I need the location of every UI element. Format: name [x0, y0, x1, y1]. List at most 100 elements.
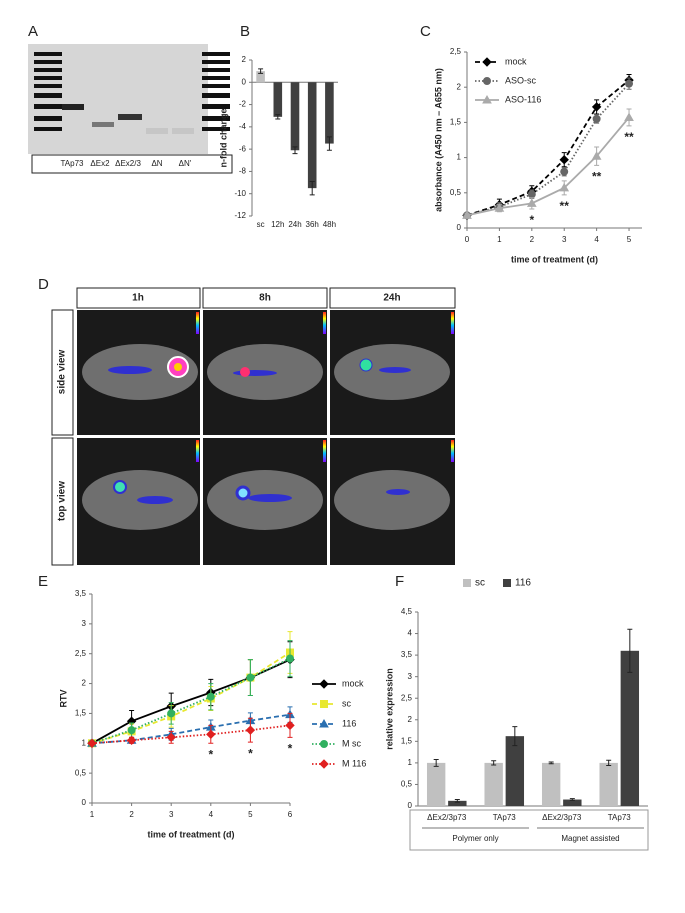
error-bar: [433, 758, 439, 767]
point: [559, 182, 570, 192]
y-axis-label: absorbance (A450 nm – A655 nm): [433, 68, 443, 212]
category-box: [409, 809, 649, 851]
bar: [307, 82, 317, 189]
x-tick-label: 4: [594, 235, 599, 244]
y-tick-label: 2,5: [401, 693, 413, 702]
time-header: 24h: [383, 293, 400, 304]
point: [494, 203, 505, 212]
y-tick-label: -10: [234, 189, 246, 198]
panel-letter: A: [28, 23, 38, 40]
y-tick-label: 3,5: [75, 589, 87, 598]
x-axis-label: time of treatment (d): [147, 829, 234, 839]
point: [591, 151, 602, 160]
legend-label: mock: [505, 56, 527, 66]
error-bar: [309, 180, 315, 196]
bar: [620, 650, 640, 806]
y-tick-label: 2: [82, 679, 87, 688]
error-bar: [326, 136, 332, 151]
point: [462, 210, 472, 219]
y-tick-label: 2,5: [75, 649, 87, 658]
error-bar: [292, 146, 298, 155]
x-tick-label: 12h: [271, 220, 284, 229]
gel-lane-label: ΔN: [151, 159, 162, 168]
group-label: Polymer only: [452, 834, 498, 843]
point: [285, 720, 295, 731]
panel-letter: F: [395, 573, 404, 590]
legend-marker: [482, 94, 492, 104]
point: [245, 725, 256, 735]
legend-label: sc: [342, 698, 352, 708]
y-tick-label: -4: [239, 122, 247, 131]
series-line: [91, 713, 291, 745]
panel-letter: C: [420, 23, 431, 40]
point: [591, 102, 602, 112]
error-bar: [606, 759, 612, 766]
point: [246, 673, 255, 682]
legend-label: ASO-116: [505, 94, 541, 104]
y-axis-label: relative expression: [384, 668, 394, 750]
point: [166, 732, 176, 743]
y-tick-label: 0: [82, 798, 87, 807]
y-tick-label: -2: [239, 100, 247, 109]
gel-ladder: [34, 52, 230, 131]
x-tick-label: 48h: [323, 220, 336, 229]
panel-letter: D: [38, 276, 49, 293]
y-tick-label: 2: [242, 55, 247, 64]
bar: [273, 82, 283, 117]
y-tick-label: 1,5: [401, 736, 413, 745]
y-tick-label: 4: [408, 629, 413, 638]
y-tick-label: 0: [408, 801, 413, 810]
x-tick-label: sc: [257, 220, 265, 229]
legend-marker: [482, 57, 492, 67]
time-header: 1h: [132, 293, 144, 304]
error-bar: [548, 761, 554, 765]
bar: [325, 82, 334, 144]
y-tick-label: 4,5: [401, 607, 413, 616]
error-bar: [569, 798, 575, 801]
legend-label: sc: [475, 578, 485, 589]
y-tick-label: -8: [239, 167, 247, 176]
point: [127, 726, 136, 735]
y-tick-label: 3,5: [401, 650, 413, 659]
x-tick-label: ΔEx2/3p73: [427, 813, 467, 822]
error-bar: [627, 628, 633, 673]
point: [560, 167, 569, 176]
legend-label: M 116: [342, 758, 366, 768]
imaging-panel: [51, 287, 456, 566]
bar: [541, 762, 561, 806]
y-tick-label: 1,5: [450, 118, 462, 127]
x-tick-label: 6: [288, 810, 293, 819]
bar: [505, 736, 525, 806]
legend-label: M sc: [342, 738, 361, 748]
legend-marker: [483, 77, 491, 85]
y-axis-label: RTV: [58, 690, 68, 708]
error-bar: [258, 68, 264, 74]
legend-swatch: [463, 579, 471, 587]
y-tick-label: 0,5: [401, 780, 413, 789]
point: [286, 654, 294, 663]
error-bar: [491, 760, 497, 766]
gel-lane-label: ΔN': [179, 159, 192, 168]
y-tick-label: 0: [242, 77, 247, 86]
significance: **: [560, 199, 570, 213]
x-tick-label: TAp73: [493, 813, 517, 822]
point: [206, 692, 215, 701]
legend-label: 116: [515, 578, 531, 589]
y-tick-label: 1,5: [75, 709, 87, 718]
y-axis-label: n-fold change: [218, 109, 228, 168]
x-axis-label: time of treatment (d): [511, 254, 598, 264]
point: [206, 729, 216, 740]
x-tick-label: 3: [562, 235, 567, 244]
significance: *: [248, 746, 253, 760]
gel-lane-box: [31, 154, 233, 174]
x-tick-label: 5: [248, 810, 253, 819]
y-tick-label: 3: [408, 672, 413, 681]
x-tick-label: 2: [530, 235, 535, 244]
x-tick-label: 0: [465, 235, 470, 244]
bar: [256, 71, 265, 83]
panel-letter: B: [240, 23, 250, 40]
y-tick-label: -12: [234, 211, 246, 220]
x-tick-label: 5: [627, 235, 632, 244]
bar: [448, 800, 467, 806]
legend-swatch: [503, 579, 511, 587]
